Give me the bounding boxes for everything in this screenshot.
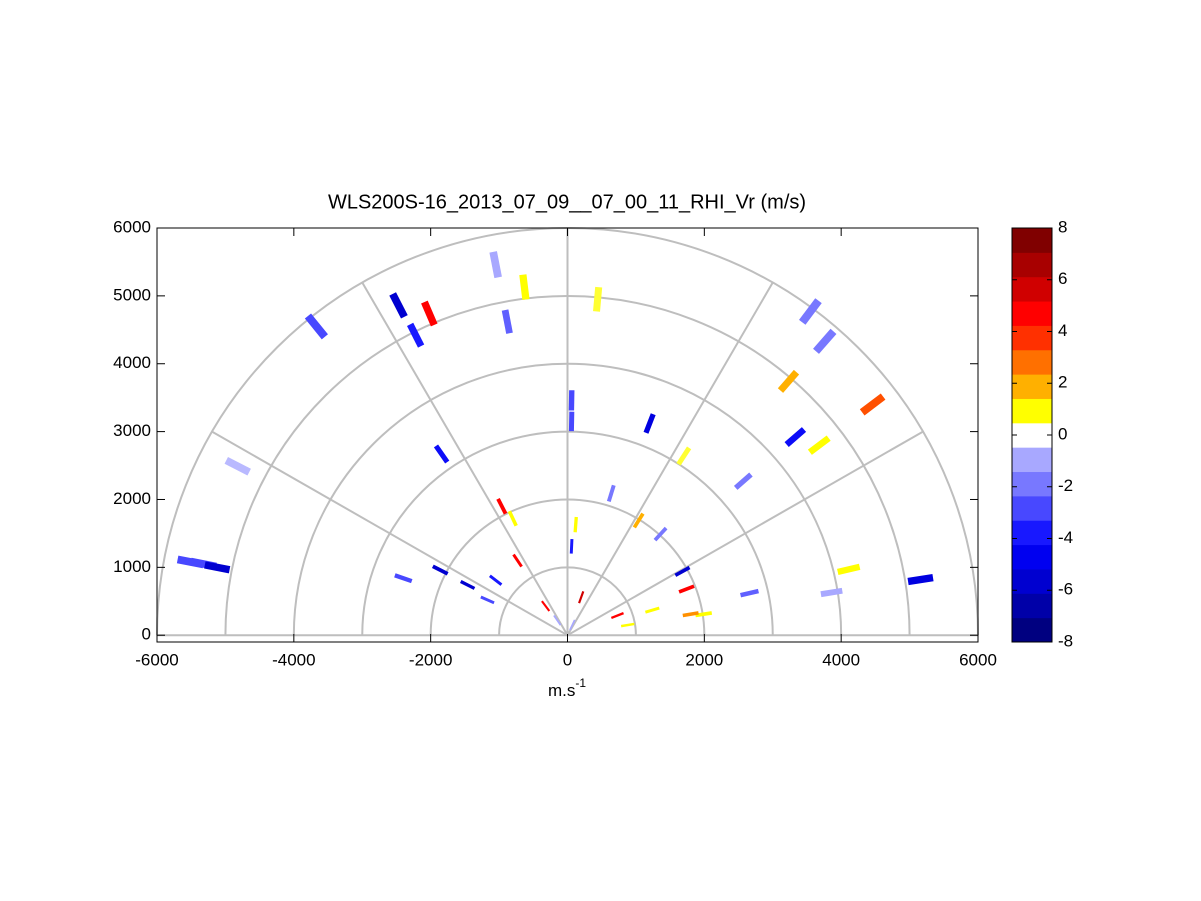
velocity-gate [394,573,413,584]
velocity-gate [512,553,523,568]
velocity-gate [519,274,530,300]
velocity-gate [507,510,518,527]
velocity-gate [695,611,713,618]
colorbar-cell [1012,252,1052,278]
velocity-gate [304,313,328,340]
velocity-gate [620,622,635,628]
velocity-gate [740,588,759,598]
velocity-gate [593,286,603,312]
velocity-gate [501,309,513,334]
y-tick-label: 3000 [113,421,151,440]
y-tick-label: 0 [142,625,151,644]
colorbar-tick-label: -8 [1058,631,1073,650]
y-tick-label: 6000 [113,217,151,236]
polar-spoke [567,430,924,637]
colorbar-cell [1012,349,1052,375]
colorbar-tick-label: 8 [1058,217,1067,236]
colorbar-tick-label: 2 [1058,373,1067,392]
colorbar-tick-label: -2 [1058,476,1073,495]
colorbar-cell [1012,276,1052,302]
velocity-gate [784,427,807,448]
velocity-gate [578,590,585,604]
velocity-gate [553,614,562,626]
velocity-gate [407,322,425,348]
velocity-gate [433,444,450,464]
colorbar-cell [1012,495,1052,521]
colorbar-tick-label: 4 [1058,321,1067,340]
colorbar-cell [1012,228,1052,253]
x-axis-label-text: m.s [548,681,575,700]
y-tick-label: 1000 [113,557,151,576]
velocity-gate [676,446,692,466]
velocity-gate [496,497,508,515]
colorbar-cell [1012,471,1052,497]
colorbar-cell [1012,374,1052,399]
velocity-gate [488,574,503,586]
velocity-gate [674,565,691,577]
velocity-gate [807,435,831,455]
velocity-gate [813,328,837,354]
colorbar-cell [1012,593,1052,619]
x-tick-label: 4000 [822,650,860,669]
velocity-gate [573,516,578,533]
colorbar-cell [1012,325,1052,351]
x-axis-label-superscript: -1 [575,676,586,690]
polar-spoke [211,430,568,637]
polar-spoke [566,282,774,636]
velocity-gate [489,251,502,279]
x-tick-label: -6000 [135,650,178,669]
x-tick-label: 0 [563,650,572,669]
colorbar-cell [1012,422,1052,448]
colorbar-cell [1012,447,1052,473]
velocity-gate [643,413,656,434]
velocity-gate [682,611,699,618]
x-tick-label: 2000 [685,650,723,669]
velocity-gate [541,600,551,612]
velocity-gate [224,456,251,476]
colorbar-tick-label: 0 [1058,424,1067,443]
velocity-gate [799,298,822,325]
colorbar-cell [1012,398,1052,424]
colorbar-cell [1012,520,1052,546]
y-tick-label: 4000 [113,353,151,372]
colorbar-tick-label: 6 [1058,269,1067,288]
velocity-gate [389,292,408,319]
colorbar-cell [1012,301,1052,326]
velocity-gate [777,369,800,393]
velocity-gate [606,484,616,502]
x-tick-label: -4000 [272,650,315,669]
velocity-gate [678,584,695,594]
velocity-gate [610,612,624,620]
colorbar-cell [1012,544,1052,570]
colorbar-tick-label: -4 [1058,528,1073,547]
velocity-gate [859,393,886,416]
velocity-gate [653,526,668,542]
x-tick-label: 6000 [959,650,997,669]
velocity-gate [204,561,231,574]
velocity-gate [480,595,495,605]
colorbar-cell [1012,617,1052,643]
velocity-gate [431,564,449,576]
y-tick-label: 5000 [113,285,151,304]
colorbar-cell [1012,568,1052,594]
velocity-gate [820,587,843,598]
colorbar-tick-label: -6 [1058,580,1073,599]
velocity-gate [837,563,861,575]
velocity-gate [907,573,934,586]
velocity-gate [569,619,576,631]
velocity-gate [632,512,645,529]
x-tick-label: -2000 [409,650,452,669]
velocity-gate [459,580,476,590]
velocity-gate [569,539,574,554]
velocity-gate [733,472,753,490]
chart-title: WLS200S-16_2013_07_09__07_00_11_RHI_Vr (… [328,191,806,213]
velocity-gate [421,300,438,327]
x-axis-label: m.s-1 [548,676,586,700]
polar-spoke [361,282,569,636]
y-tick-label: 2000 [113,489,151,508]
velocity-gate [644,606,660,614]
